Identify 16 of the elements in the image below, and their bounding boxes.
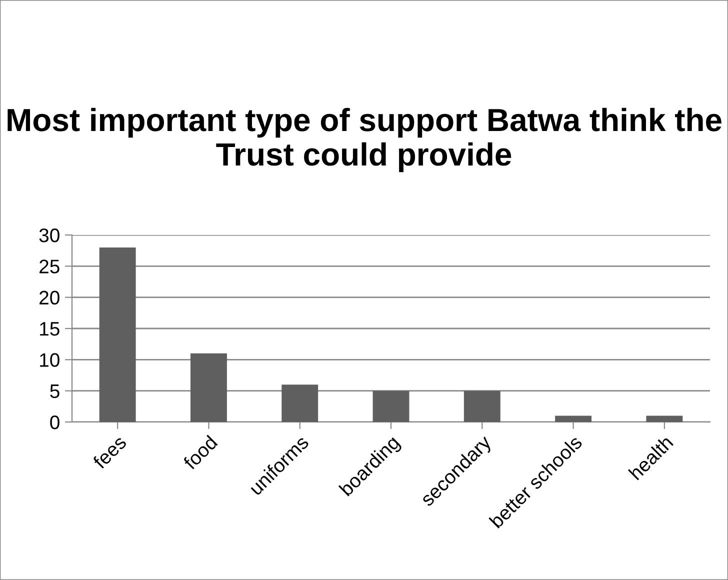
bar [99, 247, 136, 422]
y-tick-label: 25 [40, 260, 60, 274]
bar [555, 416, 592, 422]
chart-title: Most important type of support Batwa think the Trust could provide [8, 108, 722, 172]
y-tick-label: 30 [39, 228, 60, 242]
bar [646, 416, 683, 422]
bar [464, 390, 500, 422]
x-tick-label: fees [92, 434, 128, 470]
bar [372, 390, 410, 422]
y-tick-label: 15 [40, 322, 60, 336]
y-tick-label: 0 [50, 415, 60, 430]
y-tick-label: 5 [50, 384, 60, 398]
bar [190, 353, 227, 422]
y-tick-label: 20 [40, 290, 60, 305]
y-tick-label: 10 [40, 353, 60, 367]
bar [282, 384, 318, 422]
